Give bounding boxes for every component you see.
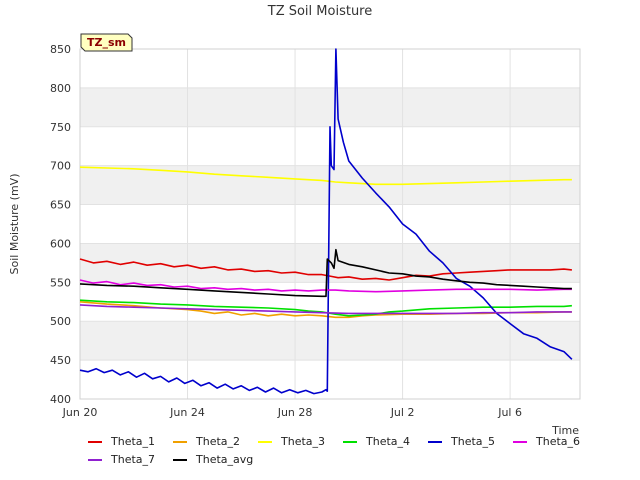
plot-frame: [79, 48, 581, 400]
y-tick-label: 650: [50, 199, 71, 212]
legend-item: Theta_7: [88, 453, 173, 466]
y-axis-ticks: 400 450 500 550 600 650 700 750 800 850: [50, 43, 71, 406]
legend-item: Theta_1: [88, 435, 173, 448]
legend-label: Theta_avg: [196, 453, 254, 466]
plot-band: [80, 87, 580, 127]
plot-band: [80, 321, 580, 361]
x-tick-label: Jun 20: [62, 406, 98, 419]
legend-item: Theta_4: [343, 435, 428, 448]
series-line-theta-3: [79, 166, 572, 186]
legend-swatch: [173, 459, 187, 461]
y-tick-label: 700: [50, 160, 71, 173]
series-line-theta-5: [79, 48, 573, 395]
series-line-theta-6: [79, 279, 572, 293]
legend-swatch: [428, 441, 442, 443]
legend-row: Theta_1 Theta_2 Theta_3 Theta_4 Theta_5 Theta…: [88, 435, 628, 453]
legend-swatch: [173, 441, 187, 443]
legend-label: Theta_3: [281, 435, 326, 448]
legend-item: Theta_3: [258, 435, 343, 448]
legend-label: Theta_2: [196, 435, 241, 448]
legend-item: Theta_2: [173, 435, 258, 448]
y-tick-label: 600: [50, 237, 71, 250]
site-label: TZ_sm: [87, 36, 126, 49]
chart-title: TZ Soil Moisture: [267, 4, 373, 19]
x-tick-label: Jul 6: [497, 406, 522, 419]
legend-label: Theta_5: [451, 435, 496, 448]
y-tick-label: 800: [50, 82, 71, 95]
y-tick-label: 850: [50, 43, 71, 56]
legend-item: Theta_avg: [173, 453, 258, 466]
y-tick-label: 750: [50, 121, 71, 134]
site-label-box: TZ_sm: [80, 33, 133, 52]
legend-swatch: [513, 441, 527, 443]
legend-label: Theta_4: [366, 435, 411, 448]
series-line-theta-4: [79, 299, 572, 317]
legend-label: Theta_7: [111, 453, 156, 466]
y-tick-label: 450: [50, 354, 71, 367]
x-axis-label: Time: [551, 424, 579, 437]
y-axis-label: Soil Moisture (mV): [8, 174, 21, 275]
plot-series: [79, 48, 573, 395]
legend-label: Theta_1: [111, 435, 156, 448]
legend-swatch: [343, 441, 357, 443]
x-tick-label: Jul 2: [390, 406, 415, 419]
y-tick-label: 550: [50, 276, 71, 289]
series-line-theta-avg: [79, 248, 572, 298]
y-tick-label: 500: [50, 315, 71, 328]
legend-swatch: [88, 459, 102, 461]
y-tick-label: 400: [50, 393, 71, 406]
legend: Theta_1 Theta_2 Theta_3 Theta_4 Theta_5 Theta…: [88, 435, 628, 471]
legend-swatch: [258, 441, 272, 443]
series-line-theta-7: [79, 304, 572, 315]
x-tick-label: Jun 24: [169, 406, 205, 419]
x-tick-label: Jun 28: [277, 406, 313, 419]
x-axis-ticks: Jun 20 Jun 24 Jun 28 Jul 2 Jul 6: [62, 406, 522, 419]
legend-label: Theta_6: [536, 435, 581, 448]
legend-swatch: [88, 441, 102, 443]
legend-item: Theta_6: [513, 435, 598, 448]
series-line-theta-1: [79, 258, 572, 281]
legend-row: Theta_7 Theta_avg: [88, 453, 628, 471]
legend-item: Theta_5: [428, 435, 513, 448]
plot-bands: [80, 87, 580, 361]
